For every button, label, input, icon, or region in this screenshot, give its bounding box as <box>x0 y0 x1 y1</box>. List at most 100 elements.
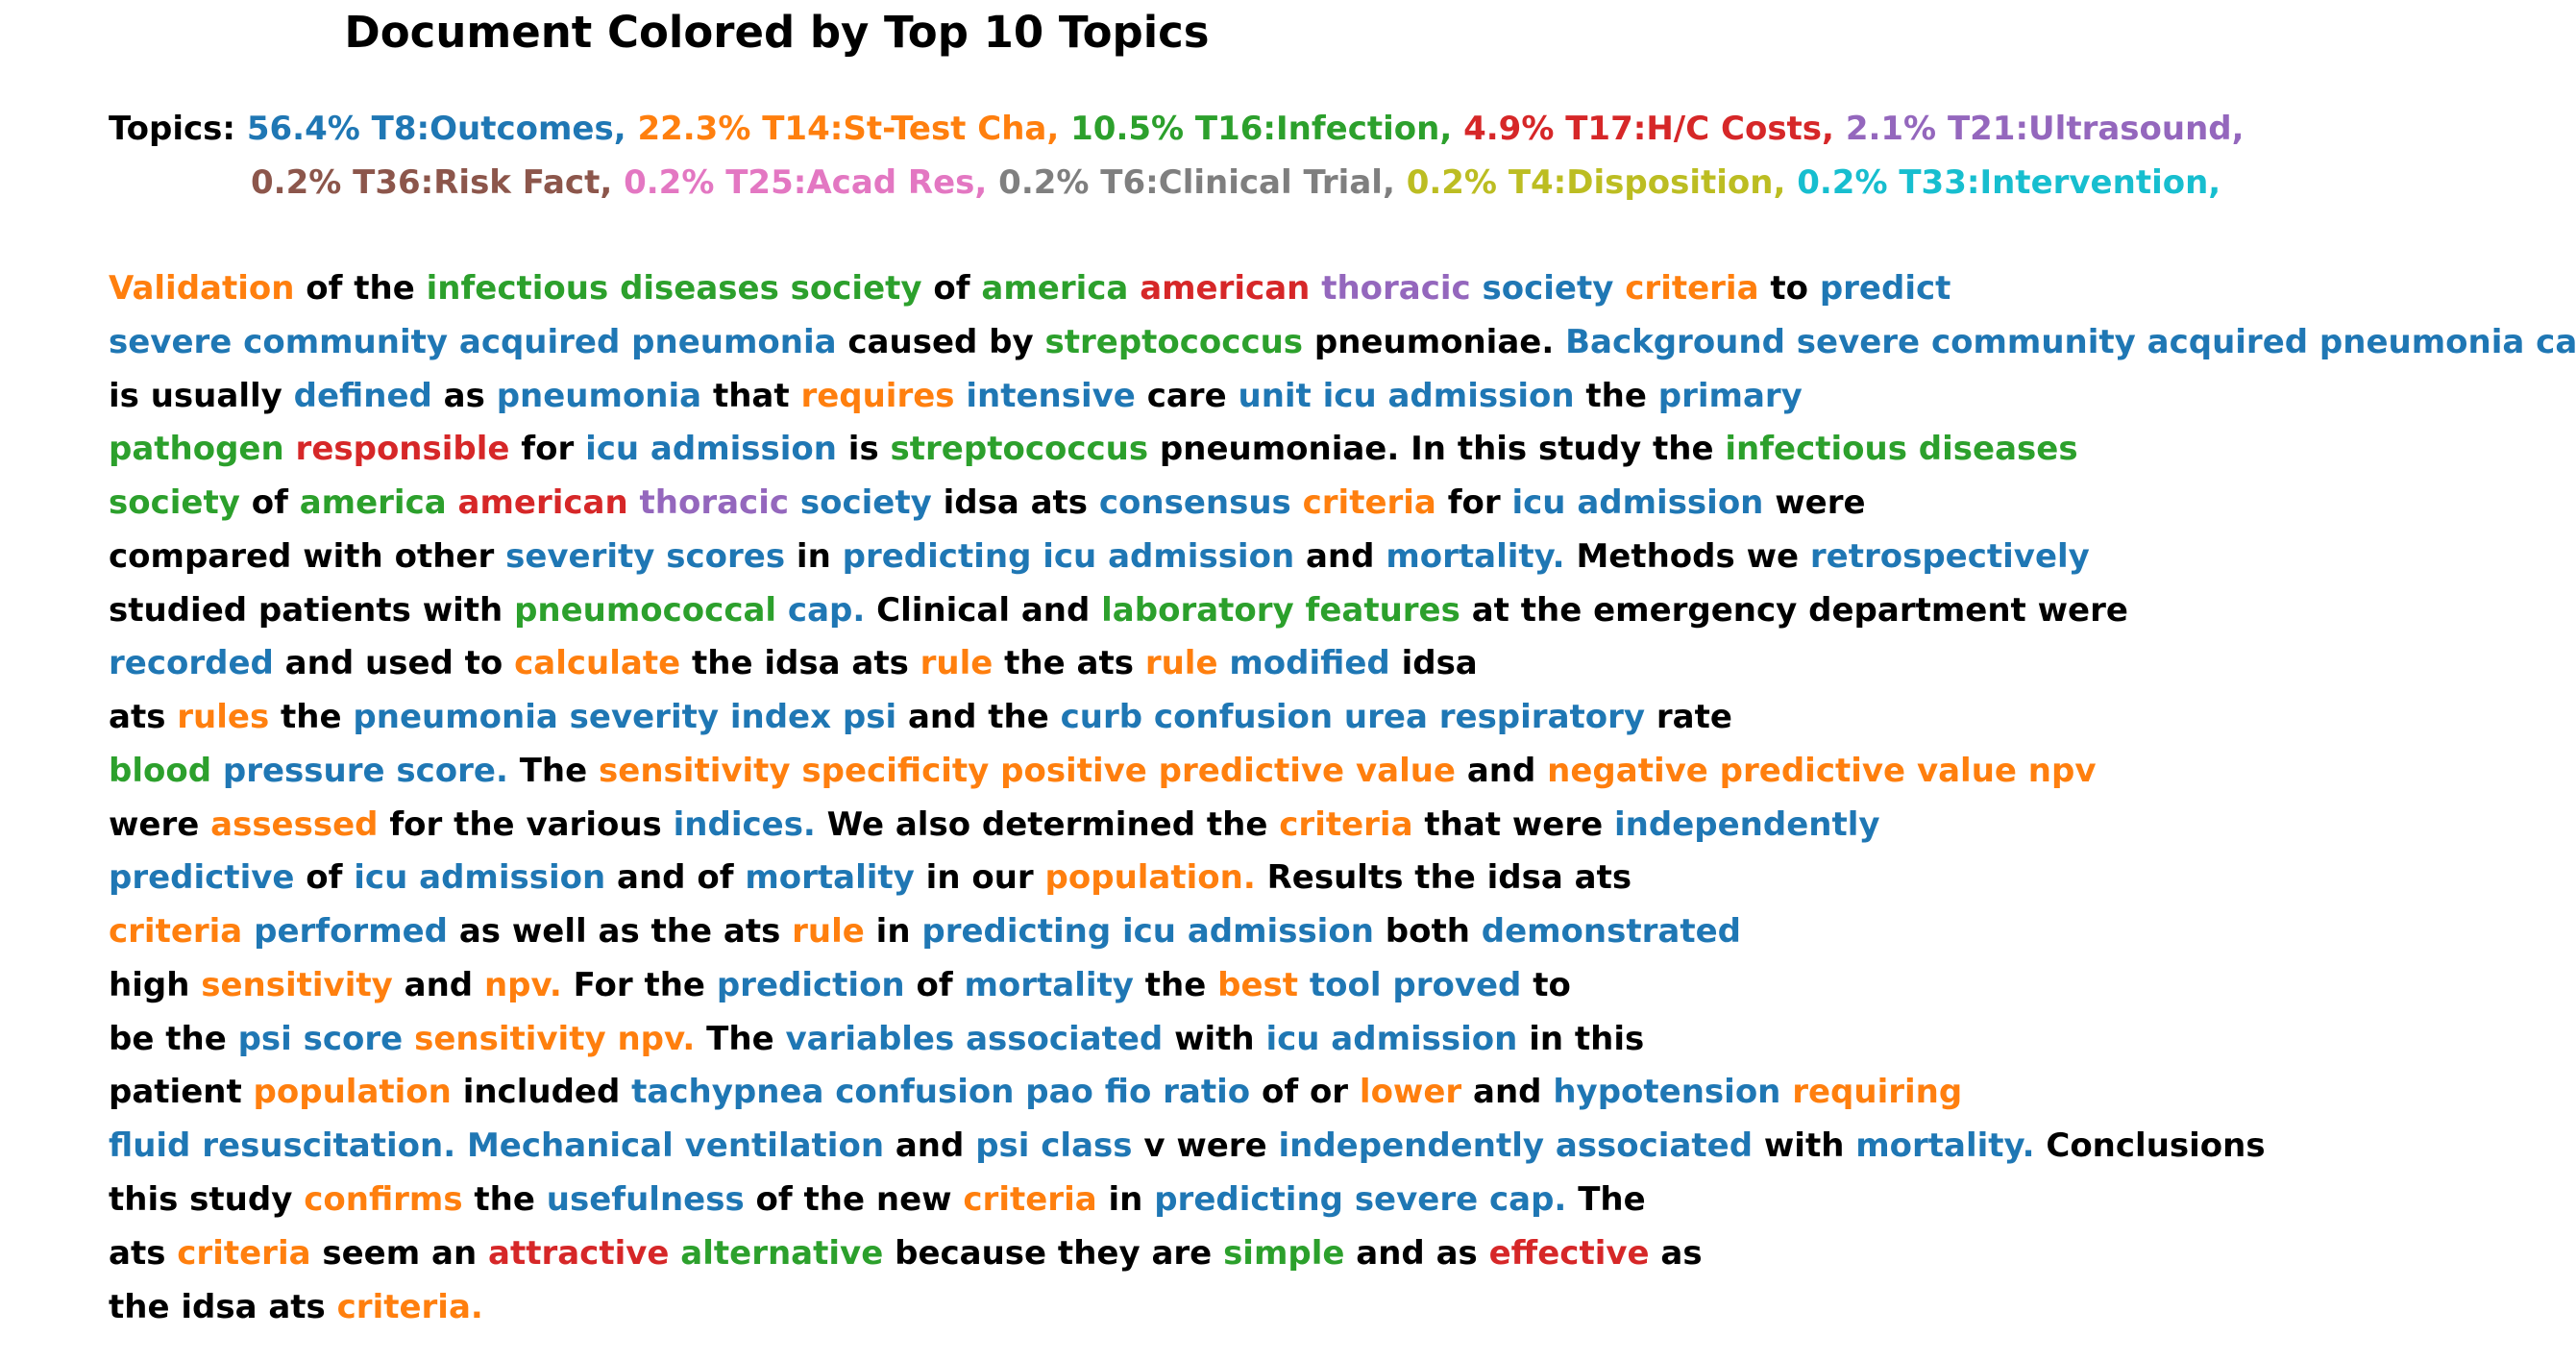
plain-text <box>628 483 640 522</box>
topic-highlighted-text: society <box>1482 269 1614 308</box>
text-line: ats rules the pneumonia severity index p… <box>109 696 1732 738</box>
topic-highlighted-text: predicting icu admission <box>842 537 1295 576</box>
topic-highlighted-text: curb confusion urea respiratory <box>1060 698 1646 736</box>
plain-text: as well as the ats <box>448 912 793 951</box>
topic-highlighted-text: mortality <box>964 966 1134 1004</box>
plain-text <box>776 591 788 630</box>
topic-highlighted-text: pressure score. <box>222 752 508 790</box>
plain-text: for <box>1435 483 1512 522</box>
plain-text: at the emergency department were <box>1460 591 2128 630</box>
text-line: pathogen responsible for icu admission i… <box>109 428 2078 470</box>
topic-highlighted-text: tool proved <box>1309 966 1522 1004</box>
topic-highlighted-text: negative predictive value npv <box>1547 752 2097 790</box>
plain-text <box>1291 483 1303 522</box>
text-line: predictive of icu admission and of morta… <box>109 856 1631 899</box>
topic-highlighted-text: american <box>1140 269 1311 308</box>
plain-text: to <box>1758 269 1820 308</box>
plain-text <box>1613 269 1625 308</box>
plain-text: of the <box>294 269 427 308</box>
topic-highlighted-text: 56.4% T8:Outcomes, <box>246 110 638 148</box>
plain-text: included <box>451 1073 632 1111</box>
topic-highlighted-text: cap. <box>787 591 866 630</box>
plain-text: Results the idsa ats <box>1255 858 1632 897</box>
topic-highlighted-text: Background severe community acquired pne… <box>1565 323 2576 361</box>
plain-text: v were <box>1132 1126 1279 1165</box>
topic-highlighted-text: prediction <box>716 966 905 1004</box>
plain-text: of <box>904 966 965 1004</box>
text-line: blood pressure score. The sensitivity sp… <box>109 750 2097 792</box>
plain-text <box>403 1020 414 1058</box>
topic-highlighted-text: icu admission <box>354 858 606 897</box>
topic-highlighted-text: rules <box>177 698 270 736</box>
topic-highlighted-text: criteria <box>1279 805 1413 844</box>
plain-text: the idsa ats <box>680 644 920 682</box>
topic-highlighted-text: pneumonia <box>496 377 702 415</box>
plain-text <box>1218 644 1230 682</box>
topic-highlighted-text: 2.1% T21:Ultrasound, <box>1845 110 2245 148</box>
plain-text: both <box>1373 912 1482 951</box>
topic-highlighted-text: 0.2% T33:Intervention, <box>1797 163 2221 202</box>
topic-highlighted-text: psi class <box>975 1126 1133 1165</box>
topic-highlighted-text: america <box>299 483 447 522</box>
plain-text: that were <box>1412 805 1614 844</box>
topic-highlighted-text: population. <box>1044 858 1256 897</box>
plain-text: Methods we <box>1564 537 1810 576</box>
topic-highlighted-text: independently <box>1614 805 1880 844</box>
topic-highlighted-text: rule <box>920 644 994 682</box>
topic-highlighted-text: rule <box>792 912 865 951</box>
plain-text <box>1298 966 1310 1004</box>
plain-text: in our <box>914 858 1045 897</box>
topic-highlighted-text: infectious diseases <box>1725 430 2078 468</box>
topics-legend-line: 0.2% T36:Risk Fact, 0.2% T25:Acad Res, 0… <box>251 161 2220 204</box>
topic-highlighted-text: mortality <box>745 858 915 897</box>
plain-text <box>669 1234 680 1273</box>
topic-highlighted-text: streptococcus <box>1044 323 1304 361</box>
topic-highlighted-text: severity scores <box>505 537 786 576</box>
plain-text: the <box>1133 966 1218 1004</box>
plain-text: pneumoniae. In this study the <box>1148 430 1726 468</box>
plain-text: care <box>1135 377 1239 415</box>
topic-highlighted-text: defined <box>293 377 432 415</box>
text-line: criteria performed as well as the ats ru… <box>109 910 1741 953</box>
plain-text: For the <box>561 966 717 1004</box>
topic-highlighted-text: criteria <box>1302 483 1436 522</box>
topic-highlighted-text: criteria <box>1625 269 1759 308</box>
topic-highlighted-text: pneumonia severity index psi <box>353 698 897 736</box>
topic-highlighted-text: pathogen <box>109 430 284 468</box>
plain-text <box>1310 269 1321 308</box>
topic-highlighted-text: criteria <box>963 1180 1097 1219</box>
topic-highlighted-text: laboratory features <box>1101 591 1460 630</box>
plain-text: Conclusions <box>2034 1126 2266 1165</box>
topic-highlighted-text: confirms <box>304 1180 463 1219</box>
topic-highlighted-text: lower <box>1359 1073 1462 1111</box>
plain-text: be the <box>109 1020 238 1058</box>
topic-highlighted-text: fluid resuscitation. Mechanical ventilat… <box>109 1126 885 1165</box>
topic-highlighted-text: blood <box>109 752 212 790</box>
plain-text: as <box>1649 1234 1703 1273</box>
plain-text: to <box>1521 966 1571 1004</box>
plain-text: and as <box>1344 1234 1489 1273</box>
plain-text: of or <box>1250 1073 1360 1111</box>
plain-text: as <box>431 377 497 415</box>
plain-text: The <box>1566 1180 1646 1219</box>
plain-text: patient <box>109 1073 254 1111</box>
text-line: fluid resuscitation. Mechanical ventilat… <box>109 1125 2266 1167</box>
plain-text: that <box>701 377 801 415</box>
plain-text <box>1780 1073 1792 1111</box>
topic-highlighted-text: icu admission <box>585 430 837 468</box>
plain-text <box>1128 269 1140 308</box>
plain-text: rate <box>1645 698 1732 736</box>
plain-text <box>447 483 458 522</box>
plain-text: with <box>1753 1126 1856 1165</box>
text-line: recorded and used to calculate the idsa … <box>109 642 1478 684</box>
topic-highlighted-text: recorded <box>109 644 274 682</box>
text-line: society of america american thoracic soc… <box>109 482 1866 524</box>
plain-text <box>211 752 223 790</box>
plain-text: and <box>884 1126 976 1165</box>
topic-highlighted-text: population <box>253 1073 452 1111</box>
plain-text <box>1471 269 1483 308</box>
text-line: be the psi score sensitivity npv. The va… <box>109 1018 1644 1060</box>
topic-highlighted-text: mortality. <box>1386 537 1565 576</box>
plain-text: this study <box>109 1180 305 1219</box>
topic-highlighted-text: 22.3% T14:St-Test Cha, <box>637 110 1071 148</box>
